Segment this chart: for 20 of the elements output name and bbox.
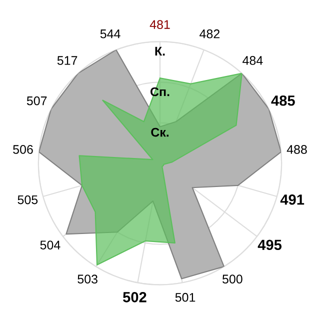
- y-tick-label: Сп.: [150, 87, 170, 96]
- spoke-label: 491: [280, 194, 304, 205]
- spoke-label: 495: [258, 240, 282, 250]
- spoke-label: 506: [13, 145, 33, 154]
- spoke-label: 501: [175, 292, 196, 302]
- spoke-label: 502: [123, 292, 146, 302]
- spoke-label: 484: [242, 56, 263, 65]
- spoke-label: 485: [271, 95, 295, 106]
- y-tick-label: К.: [155, 46, 165, 56]
- spoke-label: 482: [200, 29, 220, 38]
- spoke-label: 517: [57, 56, 78, 65]
- spoke-label: 544: [100, 30, 120, 38]
- spoke-label: 481: [150, 20, 170, 29]
- spoke-label: 488: [286, 145, 307, 154]
- spoke-label: 507: [26, 96, 47, 106]
- spoke-label: 500: [222, 274, 242, 284]
- spoke-label: 505: [18, 195, 38, 204]
- y-tick-label: Ск.: [151, 128, 169, 137]
- spoke-label: 503: [78, 274, 98, 284]
- spoke-label: 504: [40, 240, 60, 250]
